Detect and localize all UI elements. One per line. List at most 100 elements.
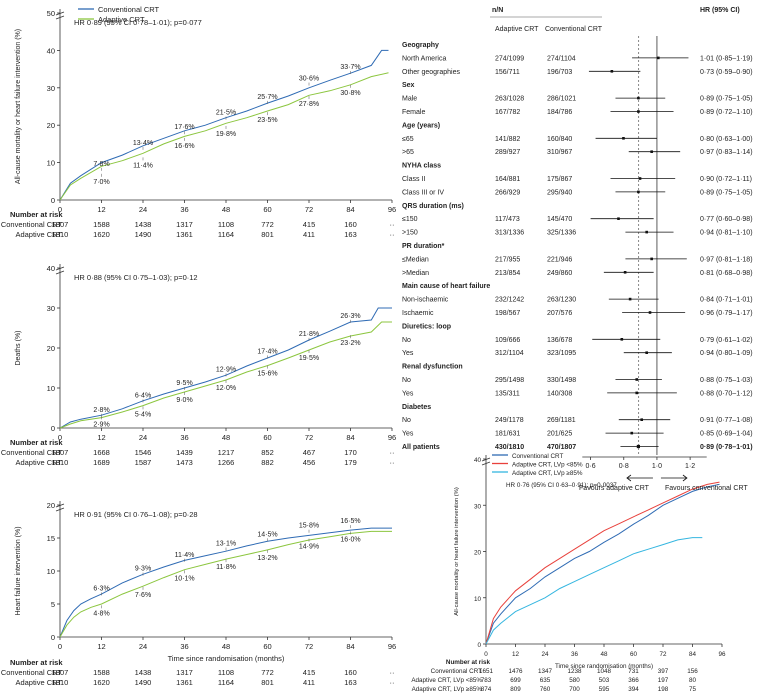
risk-value: ·· bbox=[390, 230, 395, 239]
forest-hr-text: 0·94 (0·81–1·10) bbox=[700, 230, 753, 237]
risk-value: 1164 bbox=[218, 230, 234, 239]
forest-row-label: Yes bbox=[402, 350, 414, 357]
risk-value: 1810 bbox=[52, 678, 69, 687]
point-estimate bbox=[610, 70, 614, 73]
x-tick-label: 0 bbox=[58, 642, 62, 651]
forest-group-header: Sex bbox=[402, 82, 415, 89]
forest-header-nn: n/N bbox=[492, 7, 503, 14]
favours-left-arrow bbox=[626, 474, 653, 482]
risk-value: ·· bbox=[390, 678, 395, 687]
forest-hr-text: 0·96 (0·79–1·17) bbox=[700, 310, 753, 317]
forest-nn-adaptive: 274/1099 bbox=[495, 55, 524, 62]
risk-value: 415 bbox=[303, 220, 316, 229]
x-tick-label: 84 bbox=[346, 433, 354, 442]
data-label: 7·6% bbox=[135, 592, 151, 599]
point-estimate bbox=[650, 257, 653, 261]
y-axis-label: Heart failure intervention (%) bbox=[15, 526, 22, 615]
forest-hr-text: 0·81 (0·68–0·98) bbox=[700, 270, 753, 277]
forest-row-label: All patients bbox=[402, 444, 440, 451]
x-tick-label: 84 bbox=[346, 205, 354, 214]
risk-value: 160 bbox=[344, 220, 357, 229]
data-label: 27·8% bbox=[299, 101, 319, 108]
forest-group-header: Age (years) bbox=[402, 122, 440, 129]
y-tick-label: 20 bbox=[47, 344, 55, 353]
forest-group-header: Main cause of heart failure bbox=[402, 283, 490, 290]
km-panel-2: 0 10 20 30 40 0 12 24 36 48 60 72 84 96 Deaths (%) HR 0… bbox=[1, 264, 396, 467]
km-panel-5: 0 10 20 30 40 0 12 24 36 48 60 72 84 96 All-cause mort… bbox=[411, 453, 726, 693]
y-tick-label: 5 bbox=[51, 600, 55, 609]
point-estimate bbox=[645, 351, 648, 354]
forest-nn-adaptive: 156/711 bbox=[495, 69, 520, 76]
x-tick-label: 60 bbox=[263, 433, 271, 442]
y-axis-label: Deaths (%) bbox=[15, 330, 22, 365]
risk-value: 80 bbox=[689, 677, 697, 684]
favours-adaptive-label: Favours adaptive CRT bbox=[579, 485, 650, 492]
data-label: 11·8% bbox=[216, 564, 236, 571]
point-estimate bbox=[622, 137, 625, 140]
forest-hr-text: 0·88 (0·70–1·12) bbox=[700, 390, 753, 397]
y-tick-label: 0 bbox=[477, 642, 481, 649]
point-estimate bbox=[637, 96, 640, 100]
forest-nn-conventional: 184/786 bbox=[547, 109, 572, 116]
x-tick-label: 12 bbox=[97, 433, 105, 442]
forest-row-label: Class III or IV bbox=[402, 189, 444, 196]
x-tick-label: 36 bbox=[180, 205, 188, 214]
data-label: 9·0% bbox=[176, 397, 192, 404]
data-label: 2·8% bbox=[93, 407, 109, 414]
risk-value: 467 bbox=[303, 448, 316, 457]
forest-nn-conventional: 145/470 bbox=[547, 216, 572, 223]
forest-nn-conventional: 221/946 bbox=[547, 256, 572, 263]
risk-row-label: Adaptive CRT, LVp <85% bbox=[411, 677, 482, 684]
risk-row-label: Adaptive CRT bbox=[15, 678, 62, 687]
forest-hr-text: 1·01 (0·85–1·19) bbox=[700, 55, 753, 62]
x-tick-label: 24 bbox=[541, 651, 549, 658]
legend-label: Conventional CRT bbox=[512, 453, 563, 460]
series-line-conventional bbox=[59, 527, 392, 638]
forest-nn-adaptive: 164/881 bbox=[495, 176, 520, 183]
series-line-lvp_lt bbox=[485, 481, 720, 645]
data-label: 14·9% bbox=[299, 544, 319, 551]
forest-row-label: Non-ischaemic bbox=[402, 297, 449, 304]
forest-nn-conventional: 160/840 bbox=[547, 136, 572, 143]
risk-value: 456 bbox=[303, 458, 316, 467]
y-tick-label: 0 bbox=[51, 424, 55, 433]
point-estimate bbox=[645, 230, 648, 234]
forest-nn-adaptive: 266/929 bbox=[495, 189, 520, 196]
x-tick-label: 36 bbox=[571, 651, 579, 658]
legend-label: Adaptive CRT, LVp <85% bbox=[512, 462, 583, 469]
risk-value: 1807 bbox=[52, 220, 69, 229]
risk-value: 882 bbox=[261, 458, 274, 467]
forest-x-tick-label: 0·8 bbox=[619, 463, 629, 470]
risk-value: ·· bbox=[390, 220, 395, 229]
risk-value: 366 bbox=[628, 677, 639, 684]
data-label: 21·5% bbox=[216, 110, 236, 117]
hazard-ratio-text: HR 0·89 (95% CI 0·78–1·01); p=0·077 bbox=[74, 18, 202, 27]
risk-row-label: Conventional CRT bbox=[431, 668, 482, 675]
forest-row-label: Female bbox=[402, 109, 425, 116]
y-tick-label: 10 bbox=[47, 567, 55, 576]
series-line-conventional bbox=[59, 49, 389, 201]
forest-hr-text: 0·91 (0·77–1·08) bbox=[700, 417, 753, 424]
forest-hr-text: 0·84 (0·71–1·01) bbox=[700, 297, 753, 304]
data-label: 6·4% bbox=[135, 392, 151, 399]
risk-value: 1361 bbox=[176, 678, 193, 687]
x-tick-label: 0 bbox=[58, 205, 62, 214]
risk-row-label: Conventional CRT bbox=[1, 220, 63, 229]
data-label: 11·4% bbox=[175, 552, 195, 559]
risk-value: 1620 bbox=[93, 230, 110, 239]
forest-nn-conventional: 295/940 bbox=[547, 189, 572, 196]
point-estimate bbox=[617, 217, 620, 220]
x-tick-label: 60 bbox=[263, 642, 271, 651]
risk-value: 1810 bbox=[52, 230, 69, 239]
x-axis-label: Time since randomisation (months) bbox=[555, 663, 653, 670]
forest-nn-adaptive: 181/631 bbox=[495, 431, 520, 438]
series-line-lvp_gt bbox=[485, 537, 703, 645]
risk-value: 1620 bbox=[93, 678, 110, 687]
forest-group-header: Diabetes bbox=[402, 404, 431, 411]
forest-row-label: ≤65 bbox=[402, 136, 414, 143]
risk-value: 1438 bbox=[135, 668, 152, 677]
x-tick-label: 72 bbox=[305, 205, 313, 214]
forest-row-label: Other geographies bbox=[402, 69, 460, 76]
forest-hr-text: 0·88 (0·75–1·03) bbox=[700, 377, 753, 384]
